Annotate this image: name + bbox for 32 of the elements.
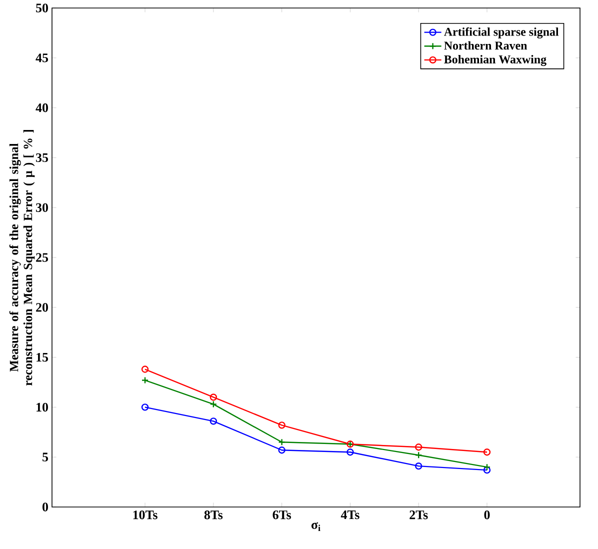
- y-tick-label: 40: [36, 103, 48, 112]
- y-tick-label: 10: [36, 402, 48, 412]
- x-tick-label: 4Ts: [340, 510, 360, 520]
- x-axis-title: σ$_{i}$: [311, 522, 320, 532]
- x-tick-label: 0: [484, 510, 490, 520]
- legend-label: Northern Raven: [444, 41, 528, 50]
- x-tick-label: 10Ts: [133, 510, 158, 520]
- point: [415, 444, 422, 451]
- point: [210, 418, 217, 425]
- y-tick-label: 50: [36, 4, 48, 12]
- y-tick-label: 45: [36, 54, 48, 62]
- y-tick-label: 30: [36, 203, 48, 212]
- y-tick-label: 15: [36, 352, 48, 362]
- y-tick-label: 25: [36, 253, 48, 262]
- legend-label: Bohemian Waxwing: [444, 55, 546, 66]
- y-tick-label: 35: [36, 153, 48, 162]
- point: [278, 422, 286, 429]
- y-tick-label: 20: [36, 303, 48, 312]
- legend-label: Artificial sparse signal: [444, 27, 559, 38]
- y-tick-label: 0: [42, 502, 48, 512]
- point: [415, 462, 422, 470]
- point: [210, 394, 217, 401]
- x-tick-label: 6Ts: [272, 510, 291, 520]
- point: [210, 400, 217, 408]
- point: [346, 448, 354, 456]
- x-tick-label: 2Ts: [410, 510, 428, 520]
- point: [278, 446, 286, 454]
- y-tick-label: 5: [42, 452, 48, 462]
- point: [415, 452, 422, 459]
- y-axis-title: Measure of accuracy of the original signal reconstruction Mean Squared Error ( μ ) [ % ]: [9, 130, 35, 386]
- x-tick-label: 8Ts: [204, 510, 223, 520]
- point: [278, 438, 286, 446]
